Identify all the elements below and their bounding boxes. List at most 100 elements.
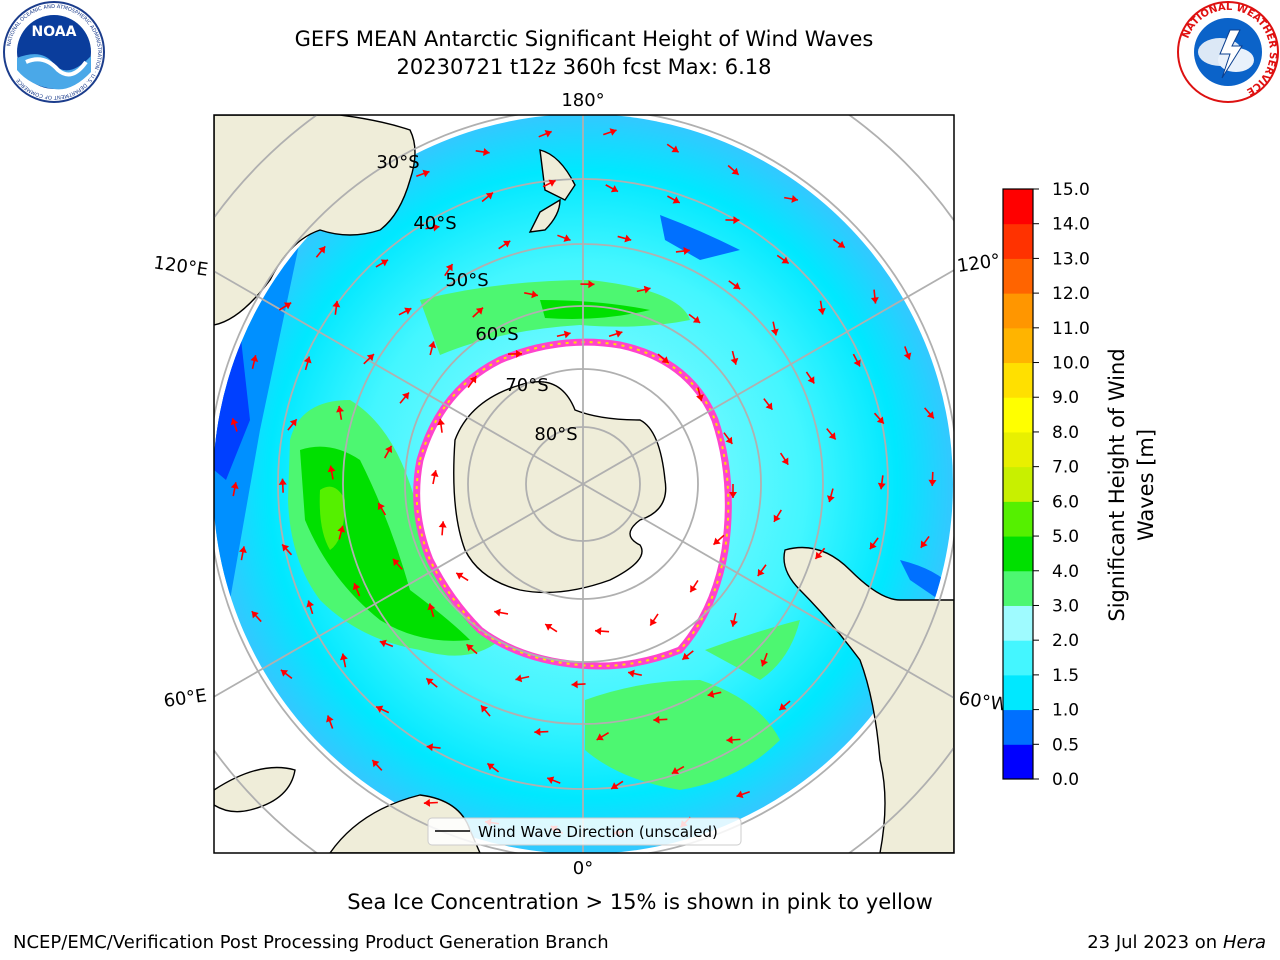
lon-label-120w: 120° bbox=[956, 250, 1002, 277]
wind-arrow-head bbox=[690, 584, 697, 593]
colorbar-band bbox=[1003, 293, 1033, 329]
wind-arrow-head bbox=[278, 478, 287, 485]
wind-arrow-head bbox=[853, 359, 861, 367]
map-area bbox=[214, 115, 954, 853]
wind-arrow-head bbox=[337, 525, 346, 533]
lat-label-40s: 40°S bbox=[413, 213, 456, 234]
wind-arrow-head bbox=[671, 767, 679, 774]
wind-arrow-head bbox=[250, 355, 259, 362]
wind-arrow-head bbox=[238, 546, 247, 554]
wind-arrow-head bbox=[726, 735, 733, 744]
wind-arrow-head bbox=[426, 743, 434, 752]
wind-arrow-head bbox=[731, 167, 739, 175]
wind-arrow-head bbox=[807, 376, 815, 384]
south-america bbox=[783, 546, 954, 853]
wind-arrow-head bbox=[545, 624, 553, 631]
legend-label: Wind Wave Direction (unscaled) bbox=[478, 823, 718, 841]
colorbar-band bbox=[1003, 397, 1033, 433]
wind-arrow-head bbox=[251, 611, 259, 619]
wind-arrow-head bbox=[332, 300, 341, 308]
wind-arrow-head bbox=[326, 715, 334, 723]
wind-arrow-head bbox=[610, 185, 619, 193]
wind-arrow-head bbox=[595, 627, 602, 636]
lon-label-0: 0° bbox=[573, 858, 593, 879]
wind-arrow-head bbox=[661, 356, 669, 364]
new-zealand bbox=[528, 149, 576, 233]
wind-arrow-head bbox=[466, 644, 474, 652]
wind-arrow-head bbox=[283, 302, 292, 310]
wind-arrow-head bbox=[707, 690, 715, 698]
wind-arrow-head bbox=[828, 432, 836, 440]
wind-arrow-head bbox=[770, 328, 779, 336]
wind-arrow-head bbox=[781, 457, 789, 465]
wind-arrow-head bbox=[427, 603, 436, 611]
credit-text: NCEP/EMC/Verification Post Processing Pr… bbox=[13, 932, 609, 953]
date-prefix: 23 Jul 2023 on bbox=[1087, 932, 1223, 953]
wind-arrow-head bbox=[280, 669, 289, 677]
colorbar-label-line1: Significant Height of Wind bbox=[1105, 348, 1129, 621]
wind-arrow-head bbox=[352, 583, 361, 591]
wind-arrow-head bbox=[817, 308, 826, 315]
wind-arrow-head bbox=[773, 514, 781, 522]
lon-label-120e: 120°E bbox=[152, 252, 209, 280]
lat-label-80s: 80°S bbox=[534, 424, 577, 445]
wind-arrow-head bbox=[515, 349, 522, 358]
wind-arrow-head bbox=[791, 195, 798, 203]
wind-arrow-head bbox=[494, 608, 501, 617]
wind-arrow-head bbox=[380, 259, 388, 267]
wind-arrow-head bbox=[682, 652, 690, 660]
wind-arrow-head bbox=[392, 558, 400, 567]
wind-arrow-head bbox=[757, 568, 765, 577]
wind-arrow-head bbox=[920, 540, 928, 548]
lat-label-30s: 30°S bbox=[376, 152, 419, 173]
wind-arrow-head bbox=[781, 256, 789, 264]
colorbar-band bbox=[1003, 466, 1033, 502]
map-legend: Wind Wave Direction (unscaled) bbox=[427, 817, 742, 846]
colorbar-tick-label: 3.0 bbox=[1052, 596, 1079, 616]
wind-arrow-head bbox=[692, 316, 701, 323]
wind-arrow-head bbox=[485, 192, 493, 200]
lon-label-180: 180° bbox=[561, 90, 604, 111]
wind-arrow-head bbox=[475, 307, 483, 315]
wind-arrow-head bbox=[765, 402, 773, 410]
colorbar-band bbox=[1003, 501, 1033, 537]
wind-arrow-head bbox=[650, 618, 657, 626]
wind-arrow-head bbox=[611, 782, 619, 790]
wind-arrow-head bbox=[548, 179, 556, 187]
wind-arrow-head bbox=[230, 418, 239, 426]
colorbar-tick-label: 15.0 bbox=[1052, 180, 1090, 200]
lat-label-60s: 60°S bbox=[475, 324, 518, 345]
wind-arrow-head bbox=[385, 445, 393, 454]
lat-label-70s: 70°S bbox=[505, 375, 548, 396]
wind-arrow-head bbox=[730, 357, 739, 365]
colorbar-band bbox=[1003, 223, 1033, 259]
wind-arrow-head bbox=[671, 145, 679, 153]
wind-arrow-head bbox=[469, 376, 477, 384]
lon-label-60w: 60°W bbox=[957, 688, 1009, 716]
wind-arrow-head bbox=[318, 246, 326, 254]
wind-arrow-head bbox=[643, 285, 651, 294]
wind-arrow-head bbox=[588, 280, 595, 289]
wind-arrow-head bbox=[503, 240, 511, 248]
wind-arrow-head bbox=[376, 705, 384, 713]
wind-arrow-head bbox=[815, 551, 823, 559]
sea-ice-caption: Sea Ice Concentration > 15% is shown in … bbox=[347, 890, 933, 914]
wind-arrow-head bbox=[483, 148, 490, 156]
wind-arrow-head bbox=[729, 492, 737, 498]
colorbar-tick-label: 4.0 bbox=[1052, 562, 1079, 582]
wind-arrow-head bbox=[615, 330, 623, 338]
wind-arrow-head bbox=[306, 600, 314, 608]
colorbar-tick-label: 14.0 bbox=[1052, 215, 1090, 235]
colorbar-band bbox=[1003, 362, 1033, 398]
wind-arrow-head bbox=[282, 544, 290, 552]
colorbar-tick-label: 12.0 bbox=[1052, 284, 1090, 304]
wind-arrow-head bbox=[928, 479, 937, 486]
graticule bbox=[214, 115, 954, 853]
wind-arrow-head bbox=[404, 307, 412, 315]
wind-arrow-head bbox=[339, 653, 348, 661]
wind-arrow-head bbox=[628, 669, 635, 678]
wind-arrow-head bbox=[596, 733, 604, 741]
colorbar-band bbox=[1003, 605, 1033, 641]
wind-arrow-head bbox=[563, 234, 571, 242]
wind-arrow-head bbox=[422, 169, 430, 178]
